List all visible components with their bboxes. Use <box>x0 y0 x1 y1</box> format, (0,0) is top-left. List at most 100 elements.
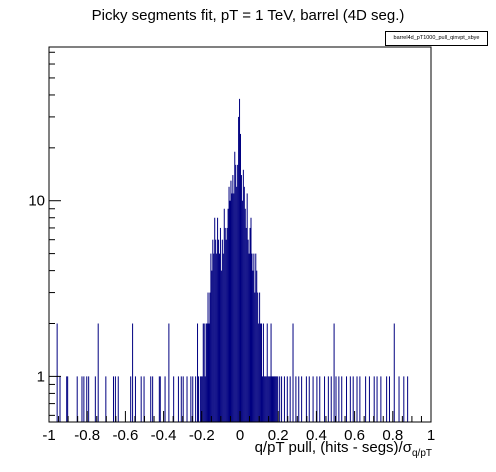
histogram-bar <box>226 227 228 422</box>
histogram-bar <box>210 253 212 422</box>
histogram-bar <box>200 376 202 422</box>
histogram-bar <box>233 193 235 422</box>
histogram-bar <box>349 376 351 422</box>
histogram-bar <box>143 376 145 422</box>
histogram-bar <box>232 175 234 422</box>
histogram-bar <box>81 376 83 422</box>
histogram-bar <box>242 169 244 422</box>
histogram-bar <box>316 376 318 422</box>
histogram-bar <box>271 376 273 422</box>
histogram-bar <box>286 376 288 422</box>
histogram-bar <box>259 292 261 422</box>
histogram-bar <box>177 376 179 422</box>
histogram-bar <box>159 376 161 422</box>
histogram-bar <box>256 270 258 422</box>
histogram-bar <box>227 208 229 422</box>
histogram-bar <box>222 253 224 422</box>
histogram-bar <box>140 376 142 422</box>
histogram-bar <box>192 376 194 422</box>
histogram-bar <box>76 376 78 422</box>
histogram-bar <box>251 253 253 422</box>
histogram-bar <box>130 376 132 422</box>
histogram-bar <box>249 227 251 422</box>
histogram-name-box: barrel4d_pT1000_pull_qinvpt_sbye <box>385 31 488 46</box>
histogram-bar <box>117 376 119 422</box>
histogram-bar <box>267 376 269 422</box>
x-tick-label: 0.4 <box>306 427 327 444</box>
chart-title: Picky segments fit, pT = 1 TeV, barrel (… <box>91 7 405 24</box>
x-tick-label: 0.6 <box>344 427 365 444</box>
histogram-bar <box>398 376 400 422</box>
histogram-bar <box>327 376 329 422</box>
histogram-bar <box>152 376 154 422</box>
histogram-bar <box>279 376 281 422</box>
histogram-bar <box>88 376 90 422</box>
x-tick-label: 1 <box>427 427 435 444</box>
histogram-bar <box>386 376 388 422</box>
x-tick-label: 0.2 <box>268 427 289 444</box>
histogram-bar <box>216 253 218 422</box>
histogram-bar <box>132 323 134 422</box>
histogram-bar <box>260 323 262 422</box>
y-tick-label: 10 <box>28 193 45 210</box>
histogram-bar <box>373 376 375 422</box>
histogram-bar <box>270 323 272 422</box>
histogram-bar <box>205 323 207 422</box>
x-tick-label: -0.2 <box>189 427 215 444</box>
y-tick-label: 1 <box>37 368 45 385</box>
histogram-bar <box>150 376 152 422</box>
histogram-bar <box>274 376 276 422</box>
histogram-bar <box>241 200 243 422</box>
x-axis-title-subscript: q/pT <box>412 448 432 459</box>
histogram-bar <box>213 253 215 422</box>
histogram-bar <box>195 376 197 422</box>
axis-ticks: -1 -0.8 -0.6 -0.4 -0.2 0 0.2 0.4 0.6 0.8 1 1 10 <box>28 51 435 444</box>
histogram-bar <box>212 239 214 422</box>
histogram-bar <box>352 376 354 422</box>
histogram-bar <box>197 376 199 422</box>
histogram-bar <box>346 376 348 422</box>
histogram-bar <box>207 292 209 422</box>
histogram-bar <box>67 376 69 422</box>
histogram-bar <box>388 376 390 422</box>
histogram-bar <box>257 292 259 422</box>
histogram-bar <box>59 376 61 422</box>
histogram-bar <box>258 323 260 422</box>
histogram-bar <box>186 376 188 422</box>
histogram-bar <box>305 376 307 422</box>
histogram-bar <box>199 376 201 422</box>
histogram-bar <box>255 253 257 422</box>
histogram-bar <box>263 376 265 422</box>
histogram-bar <box>235 164 237 423</box>
histogram-bar <box>204 376 206 422</box>
histogram-bar <box>269 376 271 422</box>
histogram-bar <box>295 376 297 422</box>
x-axis-title-main: q/pT pull, (hits - segs)/ <box>255 439 404 456</box>
histogram-bar <box>365 376 367 422</box>
x-axis-title-sigma: σ <box>403 439 413 456</box>
histogram-bar <box>66 376 68 422</box>
histogram-bar <box>238 116 240 422</box>
histogram-bar <box>312 376 314 422</box>
histogram-bars <box>56 98 409 423</box>
histogram-bar <box>272 376 274 422</box>
histogram-bar <box>243 186 245 422</box>
histogram-bar <box>180 376 182 422</box>
histogram-bar <box>94 376 96 422</box>
histogram-bar <box>244 208 246 422</box>
histogram-bar <box>289 376 291 422</box>
histogram-bar <box>218 253 220 422</box>
histogram-bar <box>292 323 294 422</box>
histogram-bar <box>230 180 232 422</box>
histogram-bar <box>224 227 226 422</box>
histogram-bar <box>220 270 222 422</box>
histogram-bar <box>254 292 256 422</box>
histogram-bar <box>209 292 211 422</box>
histogram-bar <box>333 323 335 422</box>
histogram-bar <box>283 376 285 422</box>
histogram-bar <box>248 253 250 422</box>
histogram-bar <box>173 376 175 422</box>
histogram-bar <box>264 376 266 422</box>
histogram-bar <box>214 217 216 422</box>
histogram-bar <box>229 200 231 422</box>
